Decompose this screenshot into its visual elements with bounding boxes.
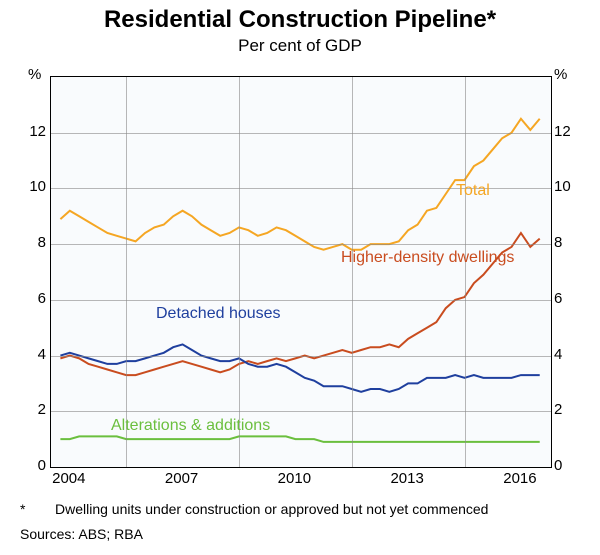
- y-tick-left: 0: [20, 457, 46, 474]
- y-tick-left: 2: [20, 401, 46, 418]
- series-label-total: Total: [456, 182, 490, 200]
- series-label-alterations: Alterations & additions: [111, 417, 270, 435]
- y-tick-right: 0: [554, 457, 562, 474]
- series-label-detached: Detached houses: [156, 305, 281, 323]
- y-tick-right: 4: [554, 346, 562, 363]
- gridline-v: [126, 77, 127, 467]
- y-tick-right: 2: [554, 401, 562, 418]
- x-tick: 2007: [157, 470, 207, 487]
- y-unit-right: %: [554, 66, 567, 83]
- y-tick-left: 8: [20, 234, 46, 251]
- x-tick: 2013: [382, 470, 432, 487]
- x-tick: 2004: [44, 470, 94, 487]
- series-alterations: [60, 436, 539, 442]
- y-unit-left: %: [28, 66, 41, 83]
- gridline-v: [239, 77, 240, 467]
- y-tick-left: 4: [20, 346, 46, 363]
- footnote-text: Dwelling units under construction or app…: [55, 501, 488, 517]
- footnote-asterisk: *: [20, 501, 25, 517]
- y-tick-left: 6: [20, 290, 46, 307]
- gridline-v: [352, 77, 353, 467]
- series-label-hd: Higher-density dwellings: [341, 249, 514, 267]
- y-tick-right: 12: [554, 123, 571, 140]
- series-detached: [60, 344, 539, 391]
- y-tick-right: 8: [554, 234, 562, 251]
- sources-label: Sources: ABS; RBA: [20, 526, 143, 542]
- gridline-v: [465, 77, 466, 467]
- chart-subtitle: Per cent of GDP: [0, 36, 600, 56]
- x-tick: 2010: [269, 470, 319, 487]
- y-tick-right: 10: [554, 178, 571, 195]
- plot-area: Total Higher-density dwellings Detached ho…: [50, 76, 552, 468]
- chart-title: Residential Construction Pipeline*: [0, 6, 600, 34]
- y-tick-left: 10: [20, 178, 46, 195]
- y-tick-left: 12: [20, 123, 46, 140]
- x-tick: 2016: [495, 470, 545, 487]
- y-tick-right: 6: [554, 290, 562, 307]
